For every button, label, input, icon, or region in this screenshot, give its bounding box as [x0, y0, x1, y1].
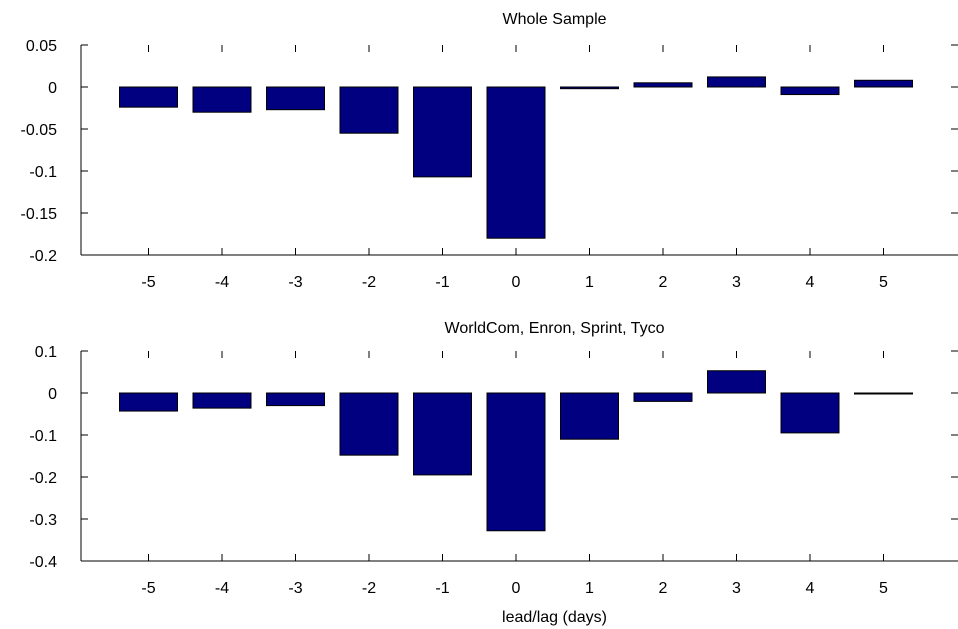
x-tick-label: -4	[215, 580, 229, 597]
y-tick-label: 0	[48, 386, 57, 403]
bar	[119, 86, 178, 108]
x-tick-label: 2	[659, 580, 668, 597]
x-tick-label: -3	[288, 580, 302, 597]
x-tick-label: -1	[435, 580, 449, 597]
x-tick-label: 3	[732, 580, 741, 597]
y-tick-label: -0.2	[29, 248, 57, 265]
bar	[707, 370, 766, 394]
bar	[192, 392, 252, 409]
y-tick-label: -0.15	[21, 206, 58, 223]
chart-title: Whole Sample	[502, 11, 606, 28]
y-tick-label: -0.3	[29, 512, 57, 529]
bar	[413, 86, 472, 178]
bar	[633, 392, 693, 402]
bar	[560, 86, 619, 90]
bar	[266, 392, 325, 407]
bar	[780, 392, 840, 434]
y-tick-label: 0	[48, 80, 57, 97]
x-axis-label: lead/lag (days)	[502, 609, 607, 626]
x-tick-label: 4	[806, 580, 815, 597]
bar	[633, 82, 693, 88]
bar	[854, 392, 913, 395]
x-tick-label: -3	[288, 274, 302, 291]
x-tick-label: 5	[879, 274, 888, 291]
x-tick-label: 1	[585, 580, 594, 597]
bar	[707, 76, 766, 88]
y-tick-label: -0.1	[29, 428, 57, 445]
chart-title: WorldCom, Enron, Sprint, Tyco	[445, 320, 665, 337]
bar	[339, 86, 399, 134]
y-tick-label: -0.4	[29, 554, 57, 571]
x-tick-label: -5	[141, 580, 155, 597]
x-tick-label: 0	[512, 274, 521, 291]
bar	[413, 392, 472, 476]
x-tick-label: -4	[215, 274, 229, 291]
x-tick-label: 4	[806, 274, 815, 291]
panel-worldcom-enron-sprint-tyco: WorldCom, Enron, Sprint, Tyco lead/lag (…	[29, 320, 958, 626]
y-tick-label: 0.1	[35, 344, 57, 361]
x-tick-label: -1	[435, 274, 449, 291]
x-tick-label: -2	[362, 580, 376, 597]
bar	[266, 86, 325, 111]
y-tick-label: -0.2	[29, 470, 57, 487]
x-tick-label: 3	[732, 274, 741, 291]
panel-whole-sample: Whole Sample 0.05 0 -0.05 -0.1 -0.15 -0.2 -5 -4…	[21, 11, 958, 291]
y-tick-label: 0.05	[26, 38, 57, 55]
y-tick-label: -0.05	[21, 122, 58, 139]
bar	[560, 392, 619, 440]
bar	[119, 392, 178, 412]
x-tick-label: 1	[585, 274, 594, 291]
x-tick-label: -2	[362, 274, 376, 291]
x-tick-label: 2	[659, 274, 668, 291]
bar	[192, 86, 252, 113]
bar	[339, 392, 399, 456]
bar	[780, 86, 840, 96]
x-tick-label: -5	[141, 274, 155, 291]
bar	[486, 86, 546, 239]
bar	[854, 79, 913, 88]
y-tick-label: -0.1	[29, 164, 57, 181]
x-tick-label: 0	[512, 580, 521, 597]
x-tick-label: 5	[879, 580, 888, 597]
bar	[486, 392, 546, 532]
